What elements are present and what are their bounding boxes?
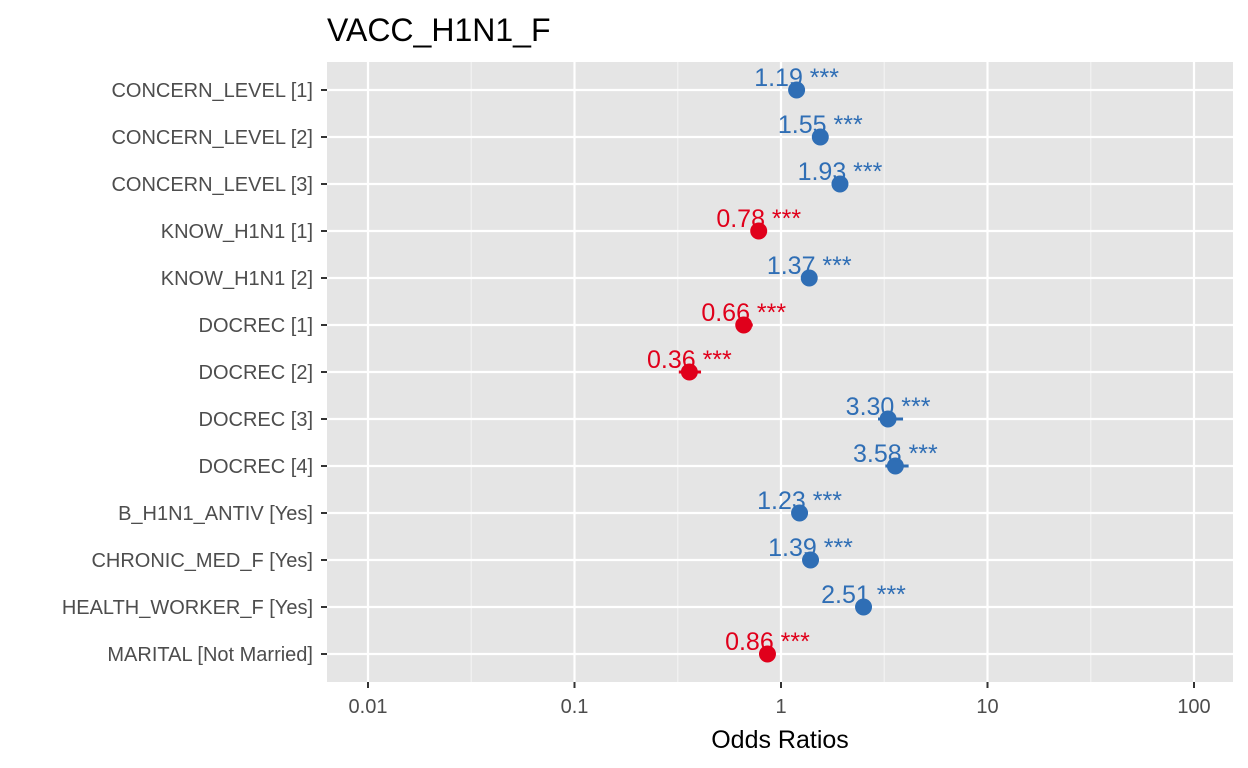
data-label: 1.23 *** xyxy=(757,487,842,515)
y-tick-label: B_H1N1_ANTIV [Yes] xyxy=(118,503,313,525)
data-point xyxy=(802,551,820,569)
data-label: 2.51 *** xyxy=(821,581,906,609)
y-tick-label: DOCREC [2] xyxy=(199,362,313,384)
data-point xyxy=(855,598,873,616)
chart-title: VACC_H1N1_F xyxy=(327,12,550,48)
data-point xyxy=(879,410,897,428)
x-tick-label: 0.01 xyxy=(349,696,388,718)
y-tick-label: MARITAL [Not Married] xyxy=(107,644,313,666)
y-tick-label: DOCREC [4] xyxy=(199,456,313,478)
data-label: 1.93 *** xyxy=(798,158,883,186)
x-tick-label: 0.1 xyxy=(561,696,589,718)
grid-major xyxy=(327,62,1233,682)
y-tick-label: KNOW_H1N1 [2] xyxy=(161,268,313,290)
data-label: 3.30 *** xyxy=(846,393,931,421)
y-tick-label: KNOW_H1N1 [1] xyxy=(161,221,313,243)
data-label: 1.37 *** xyxy=(767,252,852,280)
y-axis: CONCERN_LEVEL [1] CONCERN_LEVEL [2] CONCER… xyxy=(62,80,327,666)
y-tick-label: CHRONIC_MED_F [Yes] xyxy=(91,550,313,572)
data-point xyxy=(791,504,809,522)
data-marks: 1.19 *** 1.55 *** 1.93 *** 0.78 *** 1.37 ***… xyxy=(647,64,938,663)
y-tick-label: DOCREC [1] xyxy=(199,315,313,337)
x-axis-title: Odds Ratios xyxy=(711,726,849,754)
data-point xyxy=(800,269,818,287)
data-point xyxy=(750,222,768,240)
x-tick-label: 10 xyxy=(976,696,998,718)
data-label: 0.36 *** xyxy=(647,346,732,374)
data-point xyxy=(735,316,753,334)
y-tick-label: CONCERN_LEVEL [1] xyxy=(111,80,313,102)
y-tick-label: CONCERN_LEVEL [3] xyxy=(111,174,313,196)
data-label: 1.55 *** xyxy=(778,111,863,139)
data-label: 1.19 *** xyxy=(754,64,839,92)
data-point xyxy=(680,363,698,381)
data-point xyxy=(886,457,904,475)
y-tick-label: HEALTH_WORKER_F [Yes] xyxy=(62,597,313,619)
data-point xyxy=(788,81,806,99)
x-axis: 0.01 0.1 1 10 100 xyxy=(349,682,1211,718)
x-tick-label: 1 xyxy=(775,696,786,718)
data-point xyxy=(758,645,776,663)
y-tick-label: CONCERN_LEVEL [2] xyxy=(111,127,313,149)
data-label: 0.78 *** xyxy=(716,205,801,233)
data-point xyxy=(811,128,829,146)
data-point xyxy=(831,175,849,193)
data-label: 0.66 *** xyxy=(701,299,786,327)
data-label: 0.86 *** xyxy=(725,628,810,656)
y-tick-label: DOCREC [3] xyxy=(199,409,313,431)
x-tick-label: 100 xyxy=(1177,696,1210,718)
data-label: 3.58 *** xyxy=(853,440,938,468)
data-label: 1.39 *** xyxy=(768,534,853,562)
